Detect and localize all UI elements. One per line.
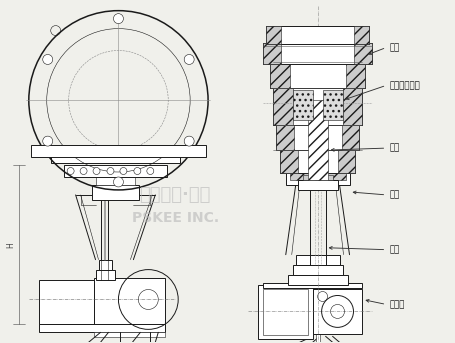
Circle shape [120, 167, 127, 175]
Bar [91, 185, 139, 200]
Bar [286, 170, 349, 185]
Bar [342, 120, 359, 150]
Bar [96, 175, 136, 185]
Bar [323, 90, 343, 120]
Bar [270, 60, 365, 88]
Circle shape [184, 136, 194, 146]
Bar [39, 280, 94, 324]
Circle shape [113, 177, 123, 187]
Text: 支架: 支架 [389, 190, 399, 199]
Bar [280, 145, 298, 173]
Bar [354, 43, 372, 64]
Text: PSKEE INC.: PSKEE INC. [131, 211, 219, 225]
Bar [56, 145, 175, 153]
Circle shape [93, 167, 100, 175]
Text: H: H [6, 242, 15, 248]
Circle shape [43, 55, 53, 64]
Bar [290, 165, 312, 180]
Bar [94, 332, 165, 337]
Bar [64, 165, 167, 177]
Bar [94, 277, 165, 324]
Bar [263, 283, 363, 287]
Bar [276, 120, 294, 150]
Bar [280, 145, 355, 173]
Bar [31, 145, 206, 157]
Circle shape [134, 167, 141, 175]
Bar [96, 270, 116, 280]
Text: 阀板: 阀板 [389, 144, 399, 153]
Bar [303, 175, 315, 180]
Bar [263, 288, 308, 335]
Bar [293, 264, 343, 275]
Bar [258, 285, 313, 339]
Bar [354, 26, 369, 44]
Bar [263, 43, 372, 64]
Text: 阀体: 阀体 [389, 43, 399, 52]
Circle shape [80, 167, 87, 175]
Bar [263, 43, 281, 64]
Bar [324, 165, 345, 180]
Bar [338, 145, 355, 173]
Text: 阀杆: 阀杆 [389, 245, 399, 254]
Bar [99, 260, 112, 270]
Circle shape [43, 136, 53, 146]
Bar [273, 85, 293, 125]
Text: 电动头: 电动头 [389, 300, 404, 309]
Bar [51, 153, 180, 163]
Bar [321, 175, 333, 180]
Bar [316, 334, 319, 342]
Bar [266, 26, 281, 44]
Text: 立洛阀业·上海: 立洛阀业·上海 [140, 186, 211, 204]
Circle shape [67, 167, 74, 175]
Bar [273, 85, 363, 125]
Bar [39, 324, 165, 332]
Circle shape [107, 167, 114, 175]
Circle shape [113, 14, 123, 24]
Bar [276, 120, 359, 150]
Bar [345, 60, 365, 88]
Text: 密封圈硬密封: 密封圈硬密封 [389, 81, 420, 90]
Bar [308, 100, 328, 180]
Bar [296, 255, 339, 264]
Bar [343, 85, 363, 125]
Bar [266, 26, 369, 44]
Bar [288, 275, 348, 285]
Bar [270, 60, 290, 88]
Bar [293, 90, 313, 120]
Circle shape [147, 167, 154, 175]
Circle shape [184, 55, 194, 64]
Bar [313, 288, 363, 334]
Bar [298, 180, 338, 190]
